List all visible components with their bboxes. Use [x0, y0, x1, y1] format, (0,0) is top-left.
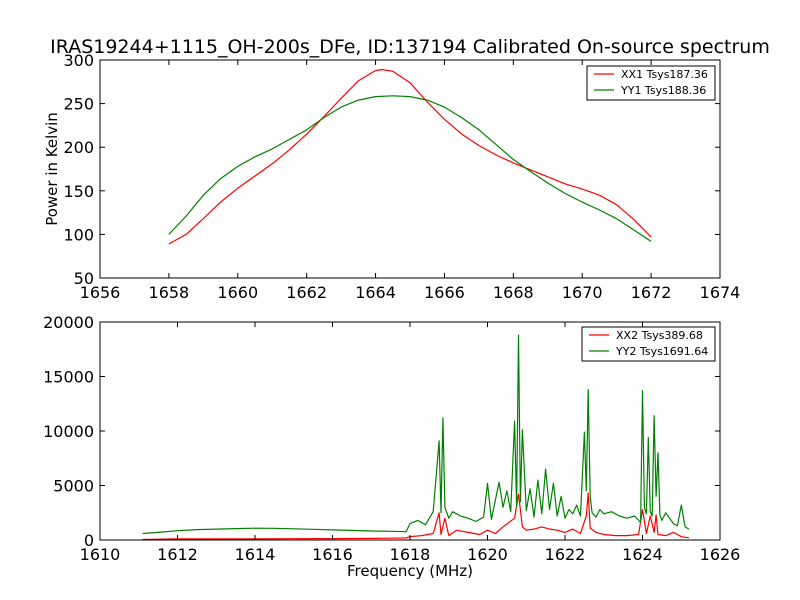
top-y-tick-label: 50 — [74, 269, 94, 288]
bottom-legend: XX2 Tsys389.68 YY2 Tsys1691.64 — [581, 326, 716, 362]
top-panel: 1656 1658 1660 1662 1664 1666 1668 1670 1672 1674… — [43, 51, 740, 302]
top-x-tick-label: 1656 — [80, 283, 121, 302]
bottom-y-tick-label: 0 — [84, 531, 94, 550]
top-x-tick-label: 1674 — [700, 283, 741, 302]
top-x-tick-label: 1660 — [217, 283, 258, 302]
top-legend-box — [586, 65, 716, 101]
top-legend: XX1 Tsys187.36 YY1 Tsys188.36 — [586, 65, 716, 101]
bottom-panel: 1610 1612 1614 1616 1618 1620 1622 1624 1626 0 500… — [43, 313, 740, 580]
top-legend-label-xx1: XX1 Tsys187.36 — [621, 68, 708, 81]
bottom-x-tick-label: 1614 — [235, 545, 276, 564]
bottom-legend-label-xx2: XX2 Tsys389.68 — [616, 329, 703, 342]
bottom-series-line-yy — [142, 334, 690, 535]
top-x-tick-label: 1658 — [149, 283, 190, 302]
bottom-x-tick-label: 1610 — [80, 545, 121, 564]
top-series-line-xx — [168, 68, 652, 245]
bottom-y-tick-label: 20000 — [43, 313, 94, 332]
bottom-x-tick-label: 1616 — [312, 545, 353, 564]
bottom-x-axis-label: Frequency (MHz) — [347, 562, 473, 580]
top-x-tick-label: 1672 — [631, 283, 672, 302]
top-y-axis-label: Power in Kelvin — [43, 112, 61, 226]
top-x-tick-label: 1670 — [562, 283, 603, 302]
bottom-y-tick-label: 15000 — [43, 368, 94, 387]
bottom-x-tick-label: 1626 — [700, 545, 741, 564]
bottom-legend-label-yy2: YY2 Tsys1691.64 — [615, 345, 708, 358]
bottom-x-tick-label: 1622 — [545, 545, 586, 564]
chart-title: IRAS19244+1115_OH-200s_DFe, ID:137194 Ca… — [50, 36, 770, 58]
top-y-tick-label: 300 — [63, 51, 94, 70]
bottom-x-tick-label: 1620 — [467, 545, 508, 564]
bottom-x-tick-label: 1612 — [157, 545, 198, 564]
top-x-tick-label: 1666 — [424, 283, 465, 302]
top-legend-label-yy1: YY1 Tsys188.36 — [620, 84, 706, 97]
top-y-tick-label: 150 — [63, 182, 94, 201]
top-series-line-yy — [168, 95, 652, 242]
top-x-tick-label: 1668 — [493, 283, 534, 302]
bottom-legend-box — [581, 326, 716, 362]
top-ticks-group: 1656 1658 1660 1662 1664 1666 1668 1670 1672 1674… — [63, 51, 740, 302]
top-series-group — [168, 68, 652, 245]
top-x-tick-label: 1664 — [355, 283, 396, 302]
bottom-series-group — [142, 334, 690, 541]
top-x-tick-label: 1662 — [286, 283, 327, 302]
top-plot-frame — [99, 59, 721, 279]
bottom-x-tick-label: 1618 — [390, 545, 431, 564]
top-y-tick-label: 200 — [63, 138, 94, 157]
bottom-y-tick-label: 10000 — [43, 422, 94, 441]
bottom-series-line-xx — [142, 492, 690, 541]
top-y-tick-label: 100 — [63, 225, 94, 244]
bottom-x-tick-label: 1624 — [622, 545, 663, 564]
bottom-y-tick-label: 5000 — [53, 477, 94, 496]
top-y-tick-label: 250 — [63, 95, 94, 114]
bottom-ticks-group: 1610 1612 1614 1616 1618 1620 1622 1624 1626 0 500… — [43, 313, 740, 564]
